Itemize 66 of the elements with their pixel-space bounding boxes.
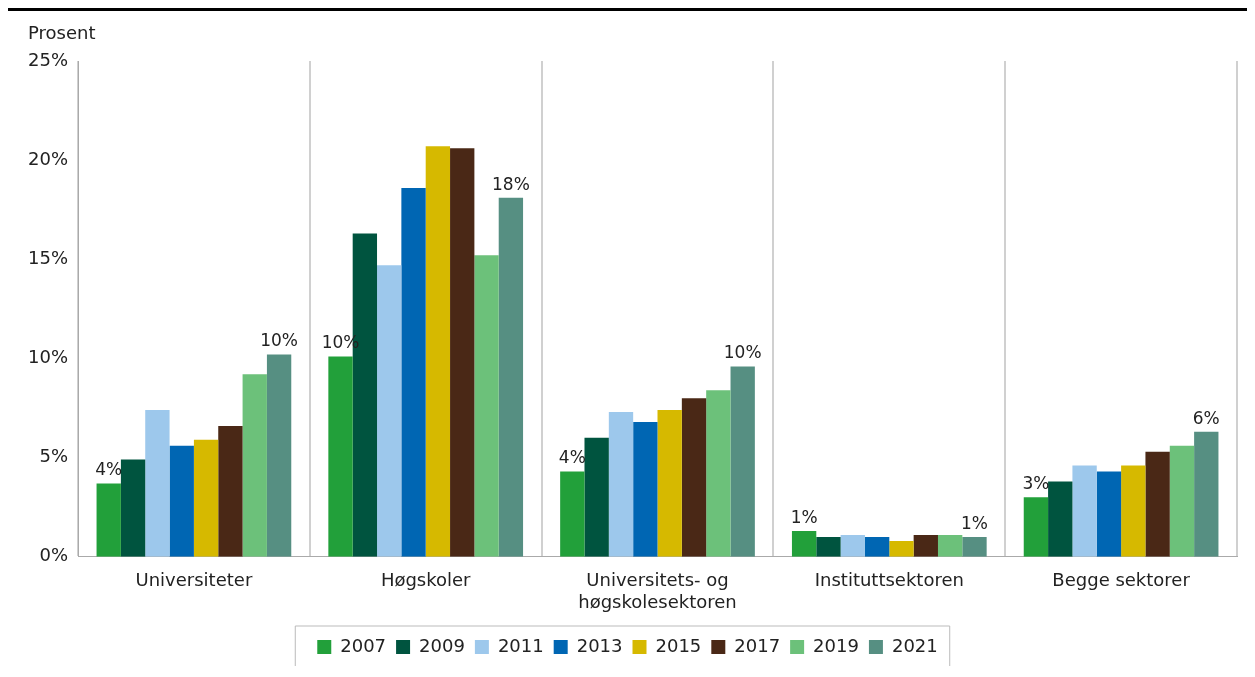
bar <box>706 390 731 557</box>
bar <box>1023 497 1049 557</box>
data-label: 10% <box>723 342 762 363</box>
bar <box>96 483 121 557</box>
bar <box>377 265 402 557</box>
bar <box>193 439 219 557</box>
bar <box>169 445 194 557</box>
y-tick-label: 25% <box>27 48 69 70</box>
bar <box>937 534 963 557</box>
legend-label: 2021 <box>891 634 938 656</box>
x-tick-label: Begge sektorer <box>1052 569 1191 591</box>
bar <box>889 540 914 557</box>
bar <box>681 398 707 557</box>
legend-label: 2017 <box>734 634 781 656</box>
data-label: 3% <box>1022 473 1050 494</box>
bar <box>1169 445 1195 557</box>
bar <box>584 437 609 557</box>
bar <box>657 410 682 557</box>
bar <box>560 471 585 557</box>
data-label: 1% <box>790 506 818 527</box>
bar <box>608 412 634 557</box>
data-label: 1% <box>961 512 988 533</box>
legend-label: 2009 <box>419 634 465 656</box>
bar <box>1048 481 1073 557</box>
data-label: 18% <box>491 173 530 194</box>
bar <box>266 354 292 557</box>
bar <box>913 534 938 557</box>
legend-label: 2011 <box>497 634 544 656</box>
y-tick-label: 10% <box>27 346 69 368</box>
bar <box>401 187 426 557</box>
x-tick-label: Høgskoler <box>380 569 472 591</box>
legend-label: 2019 <box>813 634 859 656</box>
x-tick-label: Universiteter <box>135 569 253 591</box>
bar <box>1072 465 1097 557</box>
bar <box>242 374 267 557</box>
data-label: 6% <box>1192 407 1220 428</box>
bar <box>1096 471 1122 557</box>
bar <box>962 536 987 557</box>
y-tick-label: 15% <box>27 246 69 268</box>
bar <box>450 148 475 557</box>
legend-label: 2015 <box>655 634 702 656</box>
y-tick-label: 0% <box>39 544 69 566</box>
legend-label: 2013 <box>576 634 623 656</box>
bar <box>1145 451 1170 557</box>
y-axis-title: Prosent <box>28 21 96 43</box>
bar <box>1194 431 1219 557</box>
bar <box>145 410 170 557</box>
y-tick-label: 20% <box>27 147 69 169</box>
bar <box>633 421 658 557</box>
x-tick-label: Instituttsektoren <box>814 569 964 591</box>
bar <box>816 536 841 557</box>
bar <box>498 197 524 557</box>
bar <box>218 425 243 557</box>
bar <box>791 531 817 557</box>
bar <box>425 146 451 557</box>
bar <box>840 534 865 557</box>
bar <box>1121 465 1146 557</box>
bar <box>120 459 146 557</box>
y-tick-label: 5% <box>39 445 69 467</box>
data-label: 10% <box>260 330 298 351</box>
x-tick-label: Universitets- og høgskolesektoren <box>578 569 737 612</box>
legend-label: 2007 <box>340 634 387 656</box>
bar <box>474 255 499 557</box>
bar <box>730 366 755 557</box>
bar <box>328 356 353 557</box>
bar <box>864 536 890 557</box>
